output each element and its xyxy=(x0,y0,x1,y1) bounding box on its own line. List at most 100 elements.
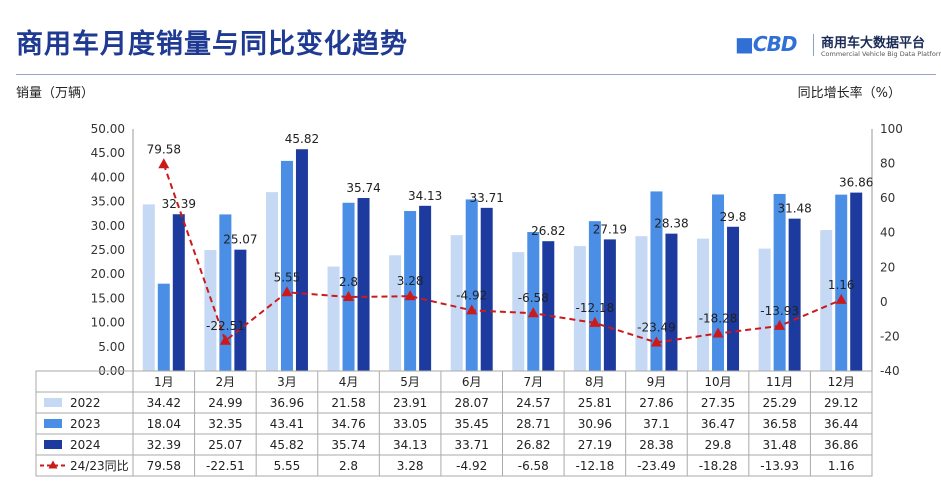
bar-value-label: 31.48 xyxy=(777,202,811,216)
yoy-marker xyxy=(158,158,170,169)
bar-2023 xyxy=(588,221,601,371)
bar-2023 xyxy=(219,214,232,371)
bar-2022 xyxy=(450,235,463,371)
bar-2024 xyxy=(603,239,616,371)
table-cell: 30.96 xyxy=(578,417,612,431)
left-tick-label: 5.00 xyxy=(98,340,125,354)
yoy-marker xyxy=(404,290,416,301)
bar-value-label: 34.13 xyxy=(408,189,442,203)
bar-2024 xyxy=(357,198,370,371)
yoy-value-label: 79.58 xyxy=(147,142,181,156)
bar-2022 xyxy=(820,230,833,371)
table-cell: 36.86 xyxy=(824,438,858,452)
logo-subtitle: Commercial Vehicle Big Data Platform xyxy=(821,50,941,58)
bar-2023 xyxy=(773,193,786,371)
legend-swatch-2022 xyxy=(44,398,62,407)
yoy-marker xyxy=(281,286,293,297)
bar-2024 xyxy=(419,205,432,371)
bar-2022 xyxy=(389,255,402,371)
bar-value-label: 29.8 xyxy=(720,210,747,224)
table-cell: 33.71 xyxy=(455,438,489,452)
legend-label: 2022 xyxy=(70,396,101,410)
right-tick-label: 100 xyxy=(880,122,903,136)
table-cell: 18.04 xyxy=(147,417,181,431)
bar-2024 xyxy=(727,226,740,371)
bar-2022 xyxy=(327,266,340,371)
header-divider xyxy=(16,74,936,75)
right-tick-label: 60 xyxy=(880,191,895,205)
right-tick-label: 20 xyxy=(880,260,895,274)
yoy-marker xyxy=(527,307,539,318)
table-cell: -23.49 xyxy=(637,459,676,473)
bar-2024 xyxy=(295,149,308,371)
table-cell: 31.48 xyxy=(762,438,796,452)
bar-value-label: 35.74 xyxy=(346,181,380,195)
x-tick-label: 5月 xyxy=(400,375,420,389)
table-cell: 26.82 xyxy=(516,438,550,452)
table-cell: 79.58 xyxy=(147,459,181,473)
x-tick-label: 7月 xyxy=(523,375,543,389)
table-cell: -22.51 xyxy=(206,459,245,473)
left-tick-label: 50.00 xyxy=(91,122,125,136)
yoy-value-label: 5.55 xyxy=(274,270,301,284)
table-cell: 36.58 xyxy=(762,417,796,431)
bar-2023 xyxy=(712,194,725,371)
bar-2022 xyxy=(758,248,771,371)
table-cell: -4.92 xyxy=(456,459,487,473)
logo-name: 商用车大数据平台 xyxy=(821,36,926,51)
table-cell: 25.29 xyxy=(762,396,796,410)
bar-2023 xyxy=(280,160,293,371)
yoy-value-label: -13.93 xyxy=(760,304,799,318)
table-cell: 23.91 xyxy=(393,396,427,410)
table-cell: 34.13 xyxy=(393,438,427,452)
table-cell: 35.45 xyxy=(455,417,489,431)
table-cell: 36.44 xyxy=(824,417,858,431)
yoy-value-label: -6.58 xyxy=(518,291,549,305)
bar-value-label: 32.39 xyxy=(162,197,196,211)
bar-2024 xyxy=(850,192,863,371)
yoy-value-label: -23.49 xyxy=(637,320,676,334)
bar-2023 xyxy=(157,283,170,371)
right-tick-label: 80 xyxy=(880,157,895,171)
table-cell: 24.99 xyxy=(208,396,242,410)
table-cell: 28.71 xyxy=(516,417,550,431)
yoy-marker xyxy=(650,336,662,347)
table-cell: 5.55 xyxy=(274,459,301,473)
data-table-border xyxy=(35,370,873,477)
yoy-line xyxy=(162,163,842,344)
yoy-value-label: 2.8 xyxy=(339,275,358,289)
bar-2024 xyxy=(234,249,247,371)
bar-2024 xyxy=(542,241,555,371)
table-cell: 28.07 xyxy=(455,396,489,410)
bar-value-label: 36.86 xyxy=(839,176,873,190)
table-cell: 29.8 xyxy=(705,438,732,452)
yoy-marker xyxy=(774,319,786,330)
x-tick-label: 2月 xyxy=(216,375,236,389)
table-cell: 32.35 xyxy=(208,417,242,431)
x-tick-label: 10月 xyxy=(704,375,731,389)
legend-marker-yoy xyxy=(48,460,58,469)
brand-logo: ■CBD 商用车大数据平台 Commercial Vehicle Big Dat… xyxy=(735,30,941,62)
bar-value-label: 45.82 xyxy=(285,132,319,146)
table-cell: 27.19 xyxy=(578,438,612,452)
bar-2023 xyxy=(835,194,848,371)
table-cell: 34.76 xyxy=(331,417,365,431)
table-cell: 27.86 xyxy=(639,396,673,410)
yoy-value-label: 1.16 xyxy=(828,278,855,292)
table-cell: -6.58 xyxy=(518,459,549,473)
x-tick-label: 9月 xyxy=(647,375,667,389)
table-cell: 33.05 xyxy=(393,417,427,431)
table-cell: 21.58 xyxy=(331,396,365,410)
table-cell: 28.38 xyxy=(639,438,673,452)
yoy-marker xyxy=(589,316,601,327)
left-tick-label: 30.00 xyxy=(91,219,125,233)
yoy-value-label: -4.92 xyxy=(456,288,487,302)
table-cell: 27.35 xyxy=(701,396,735,410)
legend-label: 2024 xyxy=(70,438,101,452)
table-cell: -18.28 xyxy=(699,459,738,473)
yoy-marker xyxy=(835,293,847,304)
table-cell: 35.74 xyxy=(331,438,365,452)
left-tick-label: 35.00 xyxy=(91,195,125,209)
bar-2022 xyxy=(265,192,278,371)
